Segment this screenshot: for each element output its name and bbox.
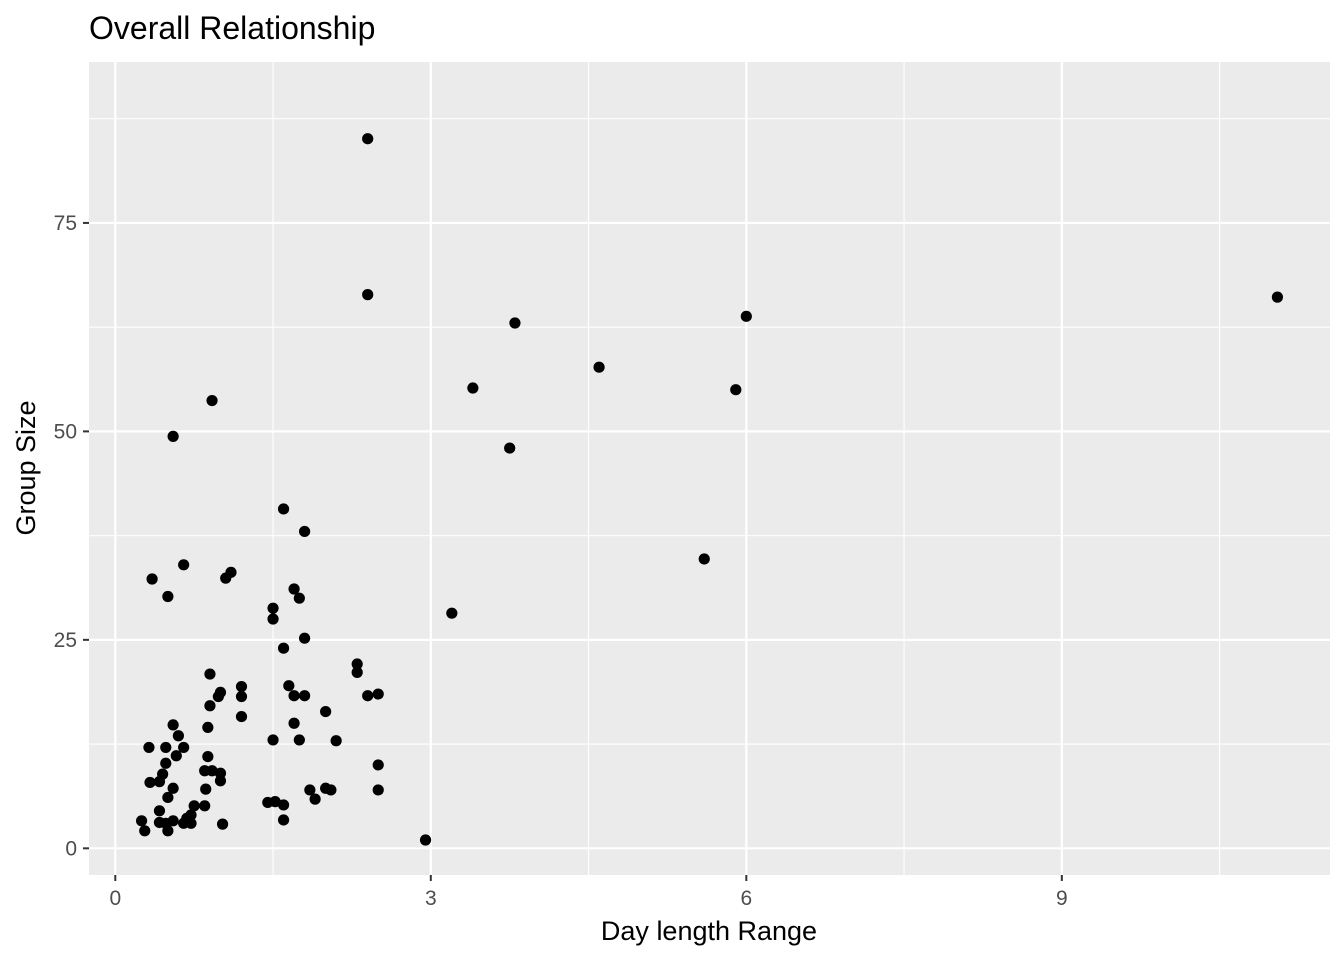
data-point xyxy=(288,583,300,595)
data-point xyxy=(293,734,305,746)
data-point xyxy=(135,815,148,827)
data-point xyxy=(162,590,174,603)
data-point xyxy=(167,430,179,442)
data-point xyxy=(204,668,216,680)
data-point xyxy=(362,133,374,145)
data-point xyxy=(172,730,184,742)
chart-title: Overall Relationship xyxy=(89,10,375,46)
data-point xyxy=(362,289,374,301)
data-point xyxy=(740,310,752,322)
data-point xyxy=(235,680,248,693)
data-point xyxy=(162,825,174,837)
y-tick-label: 75 xyxy=(54,212,77,235)
data-point xyxy=(206,394,218,407)
data-point xyxy=(288,717,300,729)
data-point xyxy=(185,817,197,829)
data-point xyxy=(372,759,384,771)
data-point xyxy=(277,642,290,654)
data-point xyxy=(144,776,156,789)
data-point xyxy=(267,734,279,746)
data-point xyxy=(170,750,182,762)
data-point xyxy=(178,559,190,571)
data-point xyxy=(504,442,516,454)
data-point xyxy=(446,607,458,619)
data-point xyxy=(698,553,710,565)
data-point xyxy=(167,782,179,794)
data-point xyxy=(200,783,212,795)
major-gridlines xyxy=(89,62,1330,875)
data-point xyxy=(320,705,332,718)
data-point xyxy=(283,680,295,692)
data-point xyxy=(277,799,290,811)
y-tick-label: 0 xyxy=(65,837,77,860)
data-point xyxy=(146,573,158,585)
x-axis-title: Day length Range xyxy=(601,916,817,946)
data-point xyxy=(267,602,279,614)
data-point xyxy=(220,572,232,584)
data-point xyxy=(362,690,374,702)
data-point xyxy=(372,688,384,700)
data-point xyxy=(167,719,179,731)
data-point xyxy=(593,361,605,373)
data-point xyxy=(288,690,300,702)
data-point xyxy=(330,735,342,747)
y-axis: 0 25 50 75 xyxy=(54,212,89,860)
data-point xyxy=(212,690,224,703)
x-tick-label: 3 xyxy=(425,887,437,910)
data-point xyxy=(235,690,248,703)
data-point xyxy=(325,784,337,796)
data-point xyxy=(298,525,311,538)
data-point xyxy=(162,791,174,804)
data-point xyxy=(235,710,248,723)
data-point xyxy=(199,800,211,812)
data-point xyxy=(267,613,279,625)
data-point xyxy=(178,741,190,754)
data-point xyxy=(216,818,229,830)
data-point xyxy=(298,632,311,644)
data-point xyxy=(269,796,281,808)
y-tick-label: 25 xyxy=(54,629,77,652)
data-point xyxy=(167,815,179,827)
data-point xyxy=(372,784,384,796)
x-tick-label: 0 xyxy=(109,887,121,910)
data-point xyxy=(351,666,363,678)
data-point xyxy=(467,382,479,394)
data-point xyxy=(204,700,216,712)
x-axis: 0 3 6 9 xyxy=(109,875,1068,910)
data-point xyxy=(160,757,172,769)
data-point xyxy=(206,765,218,777)
data-point xyxy=(139,825,151,837)
data-points xyxy=(135,133,1284,846)
data-point xyxy=(298,690,311,702)
data-point xyxy=(419,834,432,846)
y-axis-title: Group Size xyxy=(11,400,41,535)
data-point xyxy=(351,658,363,670)
data-point xyxy=(188,800,200,812)
data-point xyxy=(304,784,316,796)
data-point xyxy=(214,775,227,787)
data-point xyxy=(153,805,166,817)
plot-panel xyxy=(89,62,1330,875)
data-point xyxy=(160,741,172,754)
x-tick-label: 6 xyxy=(740,887,752,910)
y-tick-label: 50 xyxy=(54,420,77,443)
data-point xyxy=(277,503,290,515)
data-point xyxy=(509,317,521,329)
data-point xyxy=(143,741,155,754)
x-tick-label: 9 xyxy=(1056,887,1068,910)
data-point xyxy=(202,750,214,763)
data-point xyxy=(1271,291,1284,303)
data-point xyxy=(309,793,321,805)
data-point xyxy=(277,814,290,826)
data-point xyxy=(153,776,166,788)
data-point xyxy=(730,384,742,396)
data-point xyxy=(293,592,305,604)
data-point xyxy=(202,721,214,734)
